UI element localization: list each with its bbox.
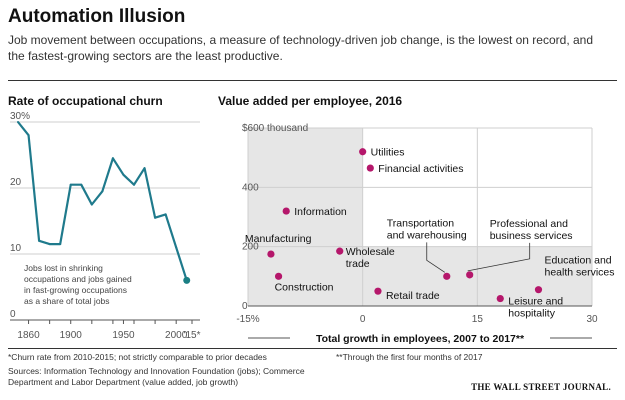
- growth-axis-title: Total growth in employees, 2007 to 2017*…: [316, 333, 525, 345]
- churn-data-point: [17, 121, 19, 123]
- sector-label: business services: [490, 230, 573, 242]
- sector-label: Manufacturing: [245, 233, 312, 245]
- churn-x-tick-label: 1900: [60, 330, 83, 341]
- wsj-credit: THE WALL STREET JOURNAL.: [471, 382, 611, 392]
- sector-point: [366, 164, 374, 172]
- sector-label: Financial activities: [378, 163, 463, 175]
- growth-x-tick-label: -15%: [236, 314, 259, 325]
- sector-point: [534, 286, 543, 294]
- sector-label: Information: [294, 206, 347, 218]
- value-y-tick-label: 200: [242, 242, 259, 253]
- churn-data-point: [80, 183, 83, 186]
- page-title: Automation Illusion: [8, 6, 186, 27]
- sector-label: trade: [346, 258, 370, 270]
- churn-data-point: [122, 173, 125, 176]
- sector-label: and warehousing: [387, 229, 467, 241]
- sector-label: Professional and: [490, 218, 568, 230]
- sector-point: [274, 272, 283, 280]
- sector-label: hospitality: [508, 308, 555, 320]
- churn-end-marker: [183, 276, 191, 284]
- value-y-tick-label: 0: [242, 301, 248, 312]
- churn-data-point: [154, 216, 157, 219]
- churn-annotation-line: as a share of total jobs: [24, 296, 110, 306]
- churn-data-point: [48, 243, 51, 246]
- churn-data-point: [38, 239, 41, 242]
- leader-line: [467, 242, 531, 272]
- churn-x-tick-label: '15*: [184, 330, 201, 341]
- churn-x-tick-label: 1950: [112, 330, 135, 341]
- value-y-tick-label: 400: [242, 182, 259, 193]
- churn-line: [17, 121, 188, 281]
- churn-annotation-line: Jobs lost in shrinking: [24, 263, 103, 273]
- growth-x-tick-label: 30: [586, 314, 598, 325]
- sector-label: Construction: [275, 281, 334, 293]
- churn-x-tick-label: 1860: [17, 330, 40, 341]
- leader-line: [426, 242, 445, 273]
- churn-data-point: [143, 167, 146, 170]
- footnote-sources: Sources: Information Technology and Inno…: [8, 366, 305, 387]
- churn-data-point: [111, 157, 114, 160]
- churn-x-tick-label: 2000: [165, 330, 188, 341]
- churn-data-point: [133, 183, 135, 186]
- value-chart-title: Value added per employee, 2016: [218, 94, 403, 108]
- churn-data-point: [101, 190, 104, 193]
- sector-point: [336, 247, 344, 255]
- churn-data-point: [90, 203, 93, 206]
- page-subtitle: Job movement between occupations, a meas…: [8, 33, 594, 63]
- sector-label: Education and: [544, 255, 611, 267]
- sector-point: [374, 287, 382, 295]
- churn-data-point: [164, 213, 167, 216]
- sector-label: health services: [544, 267, 614, 279]
- negative-growth-shade: [248, 128, 363, 306]
- footnote-growth: **Through the first four months of 2017: [336, 352, 483, 362]
- sector-point: [466, 271, 474, 279]
- sector-point: [282, 207, 290, 215]
- churn-data-point: [59, 243, 62, 246]
- sector-point: [443, 272, 451, 280]
- sector-label: Transportation: [387, 217, 454, 229]
- churn-y-tick-label: 0: [10, 309, 16, 320]
- sector-label: Wholesale: [346, 246, 395, 258]
- bottom-divider: [8, 348, 617, 349]
- sector-point: [359, 148, 367, 156]
- growth-x-tick-label: 0: [360, 314, 366, 325]
- sector-label: Leisure and: [508, 296, 563, 308]
- growth-x-tick-label: 15: [472, 314, 484, 325]
- churn-y-tick-label: 30%: [10, 111, 30, 122]
- value-y-tick-label: $600 thousand: [242, 123, 308, 134]
- top-divider: [8, 80, 617, 81]
- footnote-churn: *Churn rate from 2010-2015; not strictly…: [8, 352, 267, 362]
- churn-annotation-line: in fast-growing occupations: [24, 285, 127, 295]
- churn-data-point: [27, 134, 30, 137]
- churn-data-point: [175, 246, 178, 249]
- sector-point: [267, 250, 275, 258]
- churn-annotation-line: occupations and jobs gained: [24, 274, 132, 284]
- churn-data-point: [69, 183, 72, 186]
- sector-label: Retail trade: [386, 290, 440, 302]
- churn-chart-title: Rate of occupational churn: [8, 94, 163, 108]
- churn-y-tick-label: 10: [10, 243, 22, 254]
- churn-y-tick-label: 20: [10, 177, 22, 188]
- sector-label: Utilities: [371, 147, 405, 159]
- sector-point: [496, 294, 504, 303]
